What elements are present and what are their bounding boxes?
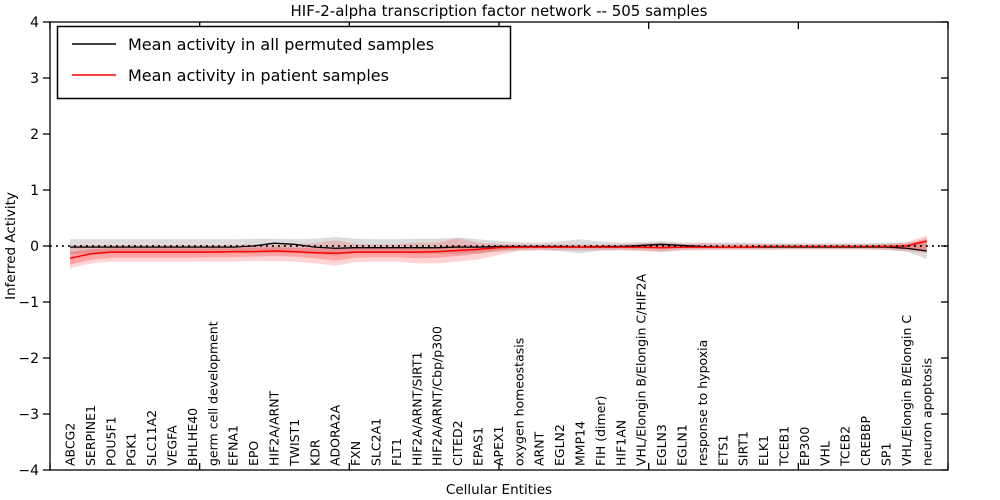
series-lines [69,240,927,260]
y-tick-label: −2 [18,351,39,367]
x-category-label: APEX1 [491,425,506,466]
x-category-label: HIF1AN [613,420,628,466]
x-category-label: CITED2 [450,420,465,466]
x-category-label: EGLN1 [675,424,690,466]
x-category-label: TCEB2 [838,426,853,467]
y-axis-title: Inferred Activity [3,192,19,300]
x-category-label: EGLN2 [552,424,567,466]
x-category-label: oxygen homeostasis [511,338,526,466]
x-category-label: ADORA2A [328,404,343,466]
x-axis-title: Cellular Entities [446,482,552,498]
x-category-label: POU5F1 [103,416,118,466]
patient-samples-range-outer-band [70,235,927,269]
y-tick-label: −1 [18,295,39,311]
legend-box [56,25,512,100]
x-category-label: germ cell development [205,321,220,466]
x-category-label: TCEB1 [777,426,792,467]
x-category-label: PGK1 [124,433,139,466]
x-category-label: VHL/Elongin B/Elongin C [899,315,914,466]
x-category-label: HIF2A/ARNT/Cbp/p300 [430,326,445,466]
x-category-label: ELK1 [756,435,771,466]
x-category-label: EFNA1 [226,425,241,466]
x-category-label: SIRT1 [736,431,751,466]
y-tick-label: 0 [30,239,39,255]
x-category-label: VEGFA [165,425,180,466]
x-category-label: ABCG2 [63,423,78,466]
x-category-label: ETS1 [715,435,730,466]
x-axis-category-labels: ABCG2 SERPINE1 POU5F1 PGK1 SLC11A2 VEGFA BHLHE… [63,273,935,467]
x-category-label: VHL/Elongin B/Elongin C/HIF2A [634,273,649,466]
y-tick-label: 3 [30,71,39,87]
y-tick-label: 4 [30,15,39,31]
x-category-label: HIF2A/ARNT/SIRT1 [409,352,424,466]
x-category-label: EGLN3 [654,424,669,466]
x-category-label: EPAS1 [471,427,486,466]
x-category-label: ARNT [532,431,547,466]
x-category-label: KDR [307,439,322,466]
legend-label-patient: Mean activity in patient samples [128,66,389,85]
x-category-label: TWIST1 [287,419,302,467]
x-category-label: CREBBP [858,416,873,466]
y-tick-label: 2 [30,127,39,143]
x-category-label: FLT1 [389,438,404,466]
x-category-label: SLC11A2 [144,410,159,466]
legend-label-permuted: Mean activity in all permuted samples [128,35,434,54]
y-tick-label: 1 [30,183,39,199]
x-category-label: HIF2A/ARNT [267,390,282,466]
x-category-label: FXN [348,441,363,466]
x-category-label: BHLHE40 [185,408,200,466]
x-category-label: VHL [817,441,832,466]
series-line-1 [69,240,927,260]
x-category-label: MMP14 [573,421,588,466]
axes-frame [43,21,949,471]
legend: Mean activity in all permuted samples Me… [56,25,512,100]
x-category-label: neuron apoptosis [919,358,934,466]
chart-title: HIF-2-alpha transcription factor network… [291,2,708,20]
y-axis-tick-labels: 4 3 2 1 0 −1 −2 −3 −4 [18,15,39,479]
x-category-label: response to hypoxia [695,340,710,466]
x-category-label: SERPINE1 [83,405,98,466]
y-tick-label: −3 [18,407,39,423]
y-tick-label: −4 [18,463,39,479]
x-category-label: SLC2A1 [369,418,384,466]
x-category-label: SP1 [879,443,894,466]
x-category-label: EPO [246,441,261,466]
x-category-label: EP300 [797,427,812,466]
x-category-label: FIH (dimer) [593,396,608,466]
